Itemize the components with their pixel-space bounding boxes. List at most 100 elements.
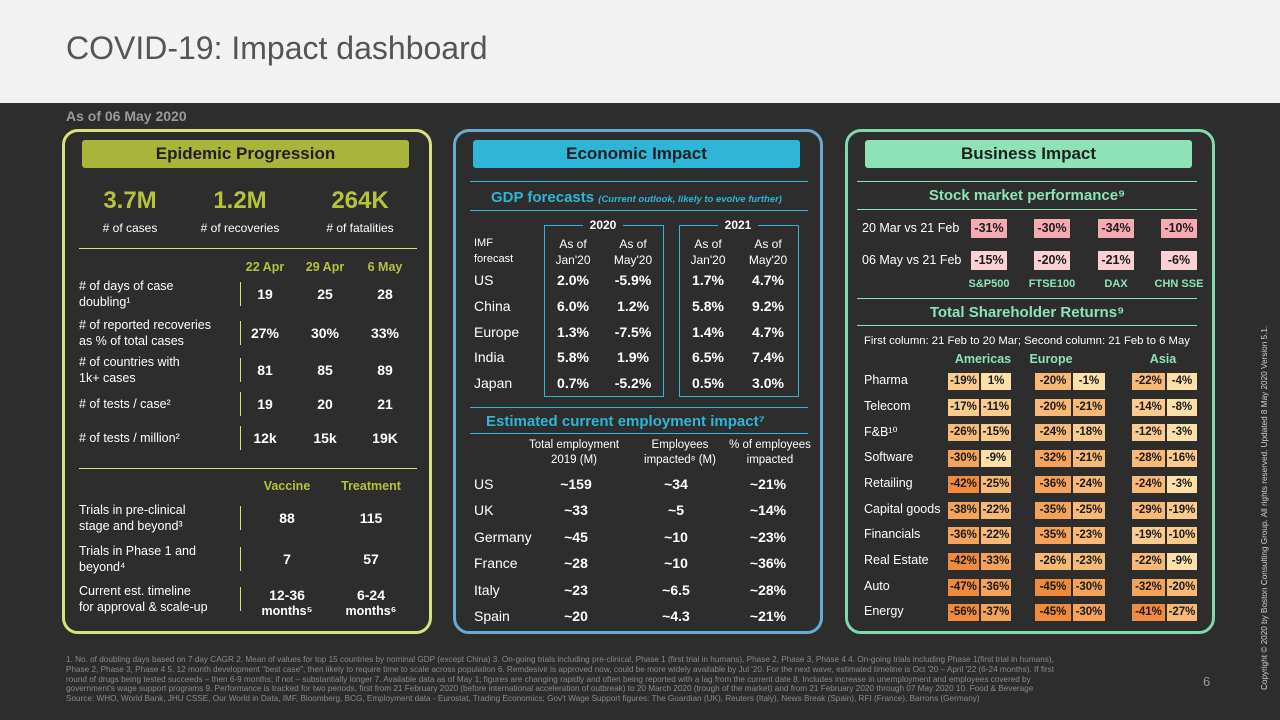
emp-percent: ~28% <box>749 581 787 598</box>
tsr-value: -21% <box>1073 398 1105 416</box>
footnote-line: round of drugs being tested succeeds – t… <box>66 674 1031 684</box>
gdp-col-head-2: May'20 <box>613 253 653 267</box>
emp-impacted: ~10 <box>664 528 688 545</box>
economic-title: Economic Impact <box>473 140 800 168</box>
tsr-value: -8% <box>1167 398 1197 416</box>
tsr-value: -33% <box>981 552 1011 570</box>
sector-name: Software <box>864 450 914 465</box>
divider <box>79 468 417 469</box>
emp-total: ~20 <box>564 608 588 624</box>
gdp-value: 3.0% <box>752 375 784 392</box>
gdp-col-head: As of <box>754 237 782 251</box>
tsr-value: -25% <box>1073 501 1105 519</box>
footnote-line: Source: WHO, World Bank, JHU CSSE, Our W… <box>66 694 980 704</box>
gdp-value: 6.5% <box>692 349 724 366</box>
stock-title: Stock market performance⁹ <box>928 187 1126 204</box>
tsr-value: -9% <box>1167 552 1197 570</box>
trial-header: Treatment <box>341 479 401 493</box>
tsr-value: -20% <box>1167 578 1197 596</box>
tsr-value: -36% <box>948 527 979 545</box>
trial-label-2: beyond⁴ <box>79 560 126 574</box>
metric-value: 21 <box>377 396 393 412</box>
gdp-value: 1.2% <box>617 297 649 314</box>
tsr-value: -16% <box>1167 450 1197 468</box>
trial-label-2: for approval & scale-up <box>79 600 208 614</box>
emp-percent: ~21% <box>749 476 787 492</box>
epidemic-panel: Epidemic Progression 3.7M # of cases 1.2M #… <box>62 129 432 634</box>
divider <box>857 181 1197 182</box>
gdp-title: GDP forecasts (Current outlook, likely t… <box>491 189 811 206</box>
sector-name: Retailing <box>864 475 913 490</box>
metric-value: 25 <box>317 286 333 302</box>
stock-value: -10% <box>1161 219 1197 238</box>
metric-label: # of countries with <box>79 355 180 369</box>
row-marker <box>240 587 241 611</box>
divider <box>470 210 808 211</box>
tsr-value: -45% <box>1035 578 1071 596</box>
footnote-line: Phase 2, Phase 3, Phase 4 5. 12 month de… <box>66 664 1055 674</box>
business-panel: Business Impact Stock market performance… <box>845 129 1215 634</box>
vaccine-value: 7 <box>283 551 291 567</box>
gdp-value: 9.2% <box>752 297 784 314</box>
year-2021: 2021 <box>718 218 758 232</box>
gdp-country: Europe <box>474 323 520 340</box>
treatment-value: 57 <box>363 551 379 567</box>
tsr-value: 1% <box>981 373 1011 390</box>
tsr-value: -30% <box>948 450 979 468</box>
as-of-date: As of 06 May 2020 <box>66 108 187 124</box>
tsr-value: -35% <box>1035 501 1071 519</box>
footnotes: 1. No. of doubling days based on 7 day C… <box>66 655 1216 704</box>
tsr-value: -3% <box>1167 475 1197 493</box>
gdp-value: 5.8% <box>557 349 589 366</box>
gdp-country: India <box>474 349 505 366</box>
tsr-value: -12% <box>1132 424 1165 442</box>
metric-label-2: doubling¹ <box>79 295 131 309</box>
emp-col-head: Employees <box>651 439 709 451</box>
tsr-value: -10% <box>1167 527 1197 545</box>
emp-impacted: ~4.3 <box>662 608 690 624</box>
trial-label: Current est. timeline <box>79 584 191 598</box>
page-number: 6 <box>1203 674 1211 689</box>
tsr-value: -1% <box>1073 373 1105 390</box>
economic-panel: Economic Impact GDP forecasts (Current o… <box>453 129 823 634</box>
tsr-value: -47% <box>948 578 979 596</box>
gdp-col-head: As of <box>619 237 647 251</box>
emp-country: France <box>474 555 518 572</box>
emp-country: UK <box>474 502 494 519</box>
emp-col-head: Total employment <box>528 439 620 451</box>
tsr-value: -36% <box>981 578 1011 596</box>
stock-row-label: 06 May vs 21 Feb <box>862 253 962 267</box>
gdp-value: 6.0% <box>557 297 589 314</box>
region-name: Europe <box>1029 352 1073 366</box>
stat-label: # of fatalities <box>326 221 394 235</box>
stat-value: 1.2M <box>213 187 267 214</box>
sector-name: Financials <box>864 527 921 542</box>
index-name: DAX <box>1104 278 1128 290</box>
divider <box>857 298 1197 299</box>
stock-value: -31% <box>971 219 1007 238</box>
emp-total: ~33 <box>564 502 588 519</box>
stat-label: # of cases <box>102 221 158 235</box>
gdp-value: -5.2% <box>614 375 652 392</box>
gdp-value: 7.4% <box>752 349 784 366</box>
date-header: 6 May <box>367 260 403 274</box>
tsr-value: -25% <box>981 475 1011 493</box>
gdp-country: China <box>474 297 511 314</box>
stat-value: 264K <box>331 187 389 214</box>
sector-name: Capital goods <box>864 501 941 516</box>
stock-value: -15% <box>971 251 1007 270</box>
tsr-value: -30% <box>1073 578 1105 596</box>
epidemic-title: Epidemic Progression <box>82 140 409 168</box>
metric-value: 27% <box>250 325 280 341</box>
emp-total: ~159 <box>560 476 592 492</box>
tsr-value: -30% <box>1073 604 1105 622</box>
gdp-value: 1.3% <box>557 323 589 340</box>
emp-col-head-2: 2019 (M) <box>550 454 598 466</box>
copyright-note: Copyright © 2020 by Boston Consulting Gr… <box>1260 325 1269 690</box>
tsr-value: -22% <box>981 527 1011 545</box>
emp-impacted: ~6.5 <box>662 581 690 598</box>
gdp-title-text: GDP forecasts <box>491 189 595 206</box>
metric-value: 28 <box>377 286 393 302</box>
gdp-col-head-2: May'20 <box>748 253 788 267</box>
tsr-value: -9% <box>981 450 1011 468</box>
